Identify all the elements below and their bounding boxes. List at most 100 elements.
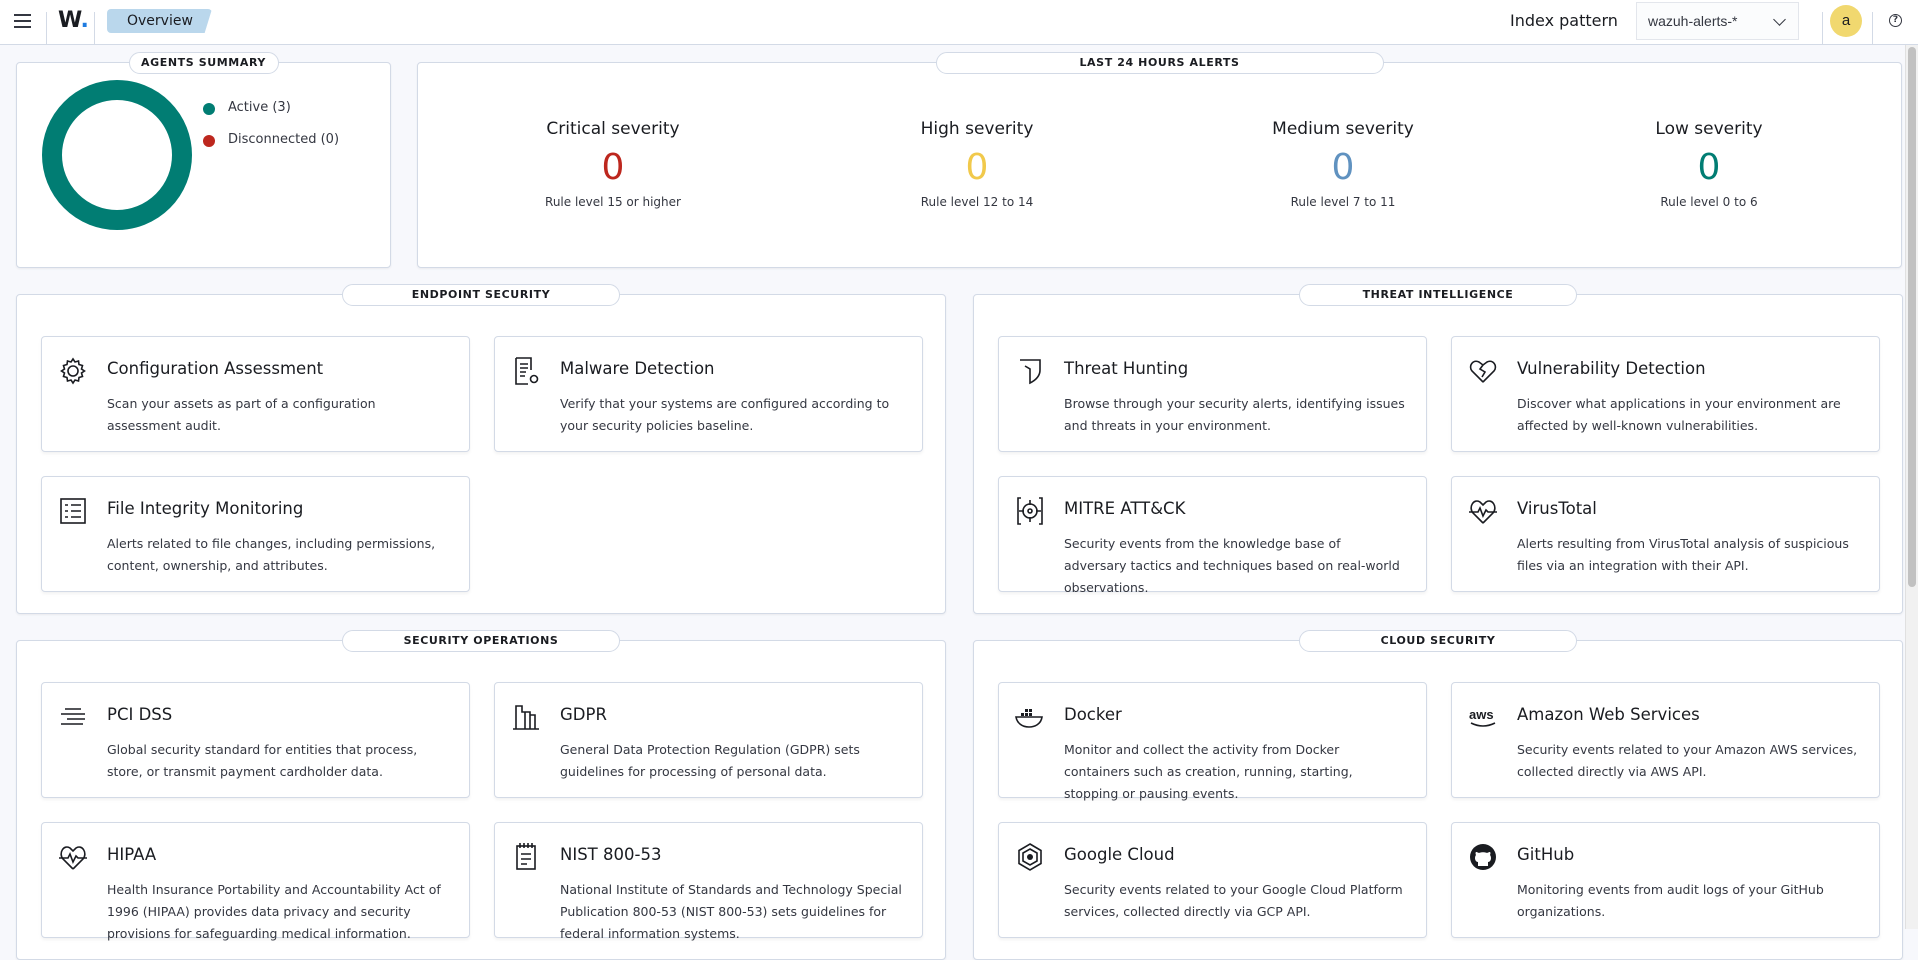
cloud-security-section: CLOUD SECURITY Docker Monitor and collec… bbox=[973, 630, 1903, 960]
security-operations-section: SECURITY OPERATIONS PCI DSS Global secur… bbox=[16, 630, 946, 960]
divider bbox=[1822, 12, 1823, 45]
crosshair-icon bbox=[1017, 497, 1043, 525]
index-pattern-value: wazuh-alerts-* bbox=[1648, 13, 1738, 29]
divider bbox=[46, 12, 47, 45]
severity-title: Low severity bbox=[1655, 119, 1763, 139]
index-pattern-select[interactable]: wazuh-alerts-* bbox=[1636, 2, 1799, 40]
card-description: National Institute of Standards and Tech… bbox=[560, 882, 902, 941]
card-description: Verify that your systems are configured … bbox=[560, 396, 890, 433]
card-file-integrity-monitoring[interactable]: File Integrity Monitoring Alerts related… bbox=[41, 476, 470, 592]
gear-icon bbox=[60, 357, 86, 385]
building-icon bbox=[513, 705, 539, 730]
card-title: PCI DSS bbox=[107, 705, 173, 724]
broken-heart-icon bbox=[1469, 360, 1497, 383]
card-virustotal[interactable]: VirusTotal Alerts resulting from VirusTo… bbox=[1451, 476, 1880, 592]
scrollbar[interactable] bbox=[1905, 45, 1918, 929]
card-title: File Integrity Monitoring bbox=[107, 499, 304, 518]
severity-count[interactable]: 0 bbox=[1331, 147, 1355, 188]
card-vulnerability-detection[interactable]: Vulnerability Detection Discover what ap… bbox=[1451, 336, 1880, 452]
threat-intelligence-section: THREAT INTELLIGENCE Threat Hunting Brows… bbox=[973, 284, 1903, 614]
active-dot bbox=[203, 103, 215, 115]
card-description: Scan your assets as part of a configurat… bbox=[107, 396, 376, 433]
divider bbox=[1872, 12, 1873, 45]
card-mitre-att-ck[interactable]: MITRE ATT&CK Security events from the kn… bbox=[998, 476, 1427, 595]
legend-label: Active (3) bbox=[228, 100, 291, 115]
docker-icon bbox=[1015, 709, 1043, 728]
breadcrumb-overview[interactable]: Overview bbox=[107, 9, 212, 33]
card-description: Global security standard for entities th… bbox=[107, 742, 418, 779]
aws-icon: aws bbox=[1469, 707, 1496, 727]
card-docker[interactable]: Docker Monitor and collect the activity … bbox=[998, 682, 1427, 801]
severity-title: Critical severity bbox=[546, 119, 680, 139]
scrollbar-thumb[interactable] bbox=[1908, 47, 1916, 587]
card-title: Vulnerability Detection bbox=[1517, 359, 1706, 378]
heartbeat-icon bbox=[59, 846, 87, 870]
avatar[interactable]: a bbox=[1830, 5, 1862, 37]
card-title: GitHub bbox=[1517, 845, 1575, 864]
chevron-down-icon bbox=[1773, 13, 1786, 26]
card-google-cloud[interactable]: Google Cloud Security events related to … bbox=[998, 822, 1427, 938]
card-title: Configuration Assessment bbox=[107, 359, 324, 378]
card-description: Alerts resulting from VirusTotal analysi… bbox=[1517, 536, 1849, 573]
notepad-icon bbox=[516, 843, 536, 870]
divider bbox=[94, 12, 95, 45]
top-header: W. Overview Index pattern wazuh-alerts-*… bbox=[0, 0, 1918, 45]
severity-count[interactable]: 0 bbox=[601, 147, 625, 188]
help-icon[interactable]: ? bbox=[1889, 14, 1902, 27]
card-title: Threat Hunting bbox=[1064, 359, 1189, 378]
card-description: Browse through your security alerts, ide… bbox=[1064, 396, 1405, 433]
card-malware-detection[interactable]: Malware Detection Verify that your syste… bbox=[494, 336, 923, 452]
card-description: Security events related to your Google C… bbox=[1064, 882, 1403, 919]
lines-icon bbox=[61, 708, 85, 725]
card-configuration-assessment[interactable]: Configuration Assessment Scan your asset… bbox=[41, 336, 470, 452]
section-title: SECURITY OPERATIONS bbox=[342, 630, 620, 652]
severity-rule-level: Rule level 7 to 11 bbox=[1290, 195, 1396, 209]
endpoint-security-section: ENDPOINT SECURITY Configuration Assessme… bbox=[16, 284, 946, 614]
card-title: MITRE ATT&CK bbox=[1064, 499, 1186, 518]
severity-rule-level: Rule level 0 to 6 bbox=[1660, 195, 1758, 209]
legend-disconnected[interactable]: Disconnected (0) bbox=[203, 132, 340, 147]
card-description: Discover what applications in your envir… bbox=[1517, 396, 1841, 433]
severity-title: High severity bbox=[920, 119, 1034, 139]
card-gdpr[interactable]: GDPR General Data Protection Regulation … bbox=[494, 682, 923, 798]
card-threat-hunting[interactable]: Threat Hunting Browse through your secur… bbox=[998, 336, 1427, 452]
legend-active[interactable]: Active (3) bbox=[203, 100, 291, 115]
severity-title: Medium severity bbox=[1272, 119, 1414, 139]
card-description: Alerts related to file changes, includin… bbox=[107, 536, 436, 573]
google-cloud-icon bbox=[1018, 843, 1042, 871]
svg-text:aws: aws bbox=[1469, 707, 1494, 722]
card-description: Monitoring events from audit logs of you… bbox=[1517, 882, 1824, 919]
card-title: Amazon Web Services bbox=[1517, 705, 1700, 724]
card-title: HIPAA bbox=[107, 845, 157, 864]
card-amazon-web-services[interactable]: aws Amazon Web Services Security events … bbox=[1451, 682, 1880, 798]
legend-label: Disconnected (0) bbox=[228, 132, 340, 147]
panel-title: LAST 24 HOURS ALERTS bbox=[935, 52, 1384, 74]
menu-icon[interactable] bbox=[14, 14, 31, 28]
card-title: GDPR bbox=[560, 705, 607, 724]
card-title: Docker bbox=[1064, 705, 1122, 724]
last-24-hours-alerts-panel: LAST 24 HOURS ALERTS Critical severity 0… bbox=[417, 52, 1902, 268]
card-github[interactable]: GitHub Monitoring events from audit logs… bbox=[1451, 822, 1880, 938]
disconnected-dot bbox=[203, 135, 215, 147]
github-icon bbox=[1470, 844, 1496, 870]
card-description: Monitor and collect the activity from Do… bbox=[1064, 742, 1353, 801]
section-title: THREAT INTELLIGENCE bbox=[1299, 284, 1577, 306]
severity-rule-level: Rule level 12 to 14 bbox=[920, 195, 1034, 209]
card-nist-800-53[interactable]: NIST 800-53 National Institute of Standa… bbox=[494, 822, 923, 941]
document-gear-icon bbox=[515, 357, 539, 385]
section-title: ENDPOINT SECURITY bbox=[342, 284, 620, 306]
severity-count[interactable]: 0 bbox=[965, 147, 989, 188]
card-title: NIST 800-53 bbox=[560, 845, 662, 864]
shield-icon bbox=[1020, 359, 1041, 385]
severity-count[interactable]: 0 bbox=[1697, 147, 1721, 188]
card-pci-dss[interactable]: PCI DSS Global security standard for ent… bbox=[41, 682, 470, 798]
agents-donut-chart bbox=[42, 80, 192, 230]
panel-title: AGENTS SUMMARY bbox=[128, 52, 279, 74]
heartbeat-icon bbox=[1469, 500, 1497, 524]
severity-rule-level: Rule level 15 or higher bbox=[545, 195, 681, 209]
agents-summary-panel: AGENTS SUMMARY Active (3) Disconnected (… bbox=[16, 52, 391, 268]
card-description: General Data Protection Regulation (GDPR… bbox=[560, 742, 860, 779]
card-hipaa[interactable]: HIPAA Health Insurance Portability and A… bbox=[41, 822, 470, 941]
donut-slice-active[interactable] bbox=[42, 80, 192, 230]
wazuh-logo[interactable]: W. bbox=[58, 8, 89, 33]
